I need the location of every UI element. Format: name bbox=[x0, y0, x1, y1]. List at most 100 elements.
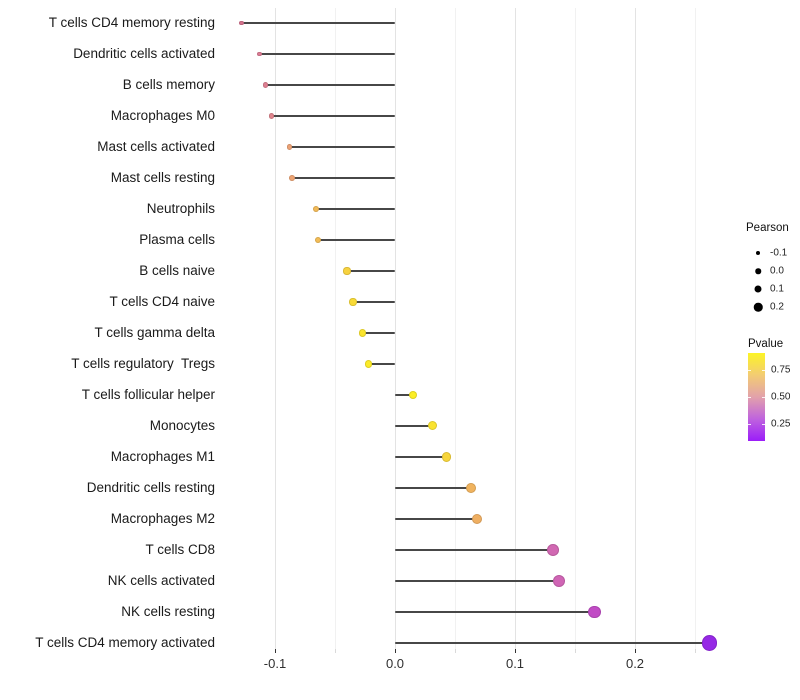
plot-panel bbox=[222, 8, 718, 651]
x-tick-label: 0.1 bbox=[505, 656, 525, 671]
colorbar-tick bbox=[762, 397, 765, 398]
lollipop-stem bbox=[395, 580, 560, 582]
lollipop-stem bbox=[395, 549, 554, 551]
lollipop-dot bbox=[349, 298, 357, 306]
x-axis-tick bbox=[635, 649, 636, 653]
lollipop-stem bbox=[241, 22, 395, 24]
minor-gridline bbox=[575, 8, 576, 649]
lollipop-dot bbox=[701, 635, 718, 651]
lollipop-dot bbox=[587, 605, 601, 619]
lollipop-stem bbox=[265, 84, 395, 86]
legend-pearson-label: -0.1 bbox=[770, 247, 788, 259]
lollipop-dot bbox=[343, 267, 351, 275]
legend-pvalue-title: Pvalue bbox=[748, 338, 784, 350]
lollipop-stem bbox=[395, 487, 471, 489]
x-minor-tick bbox=[575, 649, 576, 653]
category-label: T cells CD4 memory activated bbox=[35, 635, 215, 650]
lollipop-dot bbox=[364, 360, 373, 368]
lollipop-stem bbox=[395, 456, 447, 458]
major-gridline bbox=[275, 8, 276, 649]
major-gridline bbox=[635, 8, 636, 649]
lollipop-stem bbox=[395, 425, 433, 427]
major-gridline bbox=[395, 8, 396, 649]
lollipop-dot bbox=[358, 329, 367, 337]
category-label: Macrophages M1 bbox=[110, 449, 215, 464]
lollipop-stem bbox=[395, 611, 595, 613]
lollipop-dot bbox=[547, 544, 560, 556]
x-minor-tick bbox=[455, 649, 456, 653]
lollipop-dot bbox=[408, 390, 418, 400]
x-axis-tick bbox=[395, 649, 396, 653]
x-tick-label: 0.0 bbox=[385, 656, 405, 671]
category-label: Plasma cells bbox=[139, 232, 215, 247]
major-gridline bbox=[515, 8, 516, 649]
x-axis-tick bbox=[515, 649, 516, 653]
x-minor-tick bbox=[335, 649, 336, 653]
legend-pearson-title: Pearson bbox=[746, 222, 789, 234]
legend-pearson-dot bbox=[754, 285, 762, 293]
x-minor-tick bbox=[695, 649, 696, 653]
lollipop-dot bbox=[465, 483, 476, 493]
lollipop-dot bbox=[441, 452, 452, 462]
lollipop-stem bbox=[395, 394, 413, 396]
category-label: T cells gamma delta bbox=[94, 325, 215, 340]
lollipop-dot bbox=[553, 575, 566, 587]
minor-gridline bbox=[335, 8, 336, 649]
legend-pvalue-label: 0.50 bbox=[771, 391, 791, 403]
category-label: Macrophages M2 bbox=[110, 511, 215, 526]
colorbar-tick bbox=[762, 370, 765, 372]
lollipop-dot bbox=[471, 513, 482, 524]
category-label: B cells naive bbox=[139, 263, 215, 278]
colorbar-tick bbox=[762, 423, 765, 425]
legend-pearson-label: 0.2 bbox=[770, 301, 784, 313]
pvalue-colorbar bbox=[748, 353, 765, 441]
lollipop-dot bbox=[312, 205, 319, 213]
category-label: NK cells activated bbox=[107, 573, 215, 588]
lollipop-stem bbox=[291, 177, 395, 179]
category-label: T cells CD8 bbox=[145, 542, 215, 557]
legend-pearson-label: 0.1 bbox=[770, 283, 784, 295]
category-label: Mast cells activated bbox=[97, 139, 215, 154]
lollipop-stem bbox=[315, 208, 395, 210]
category-label: T cells CD4 memory resting bbox=[48, 15, 215, 30]
category-label: T cells CD4 naive bbox=[109, 294, 215, 309]
x-axis-tick bbox=[275, 649, 276, 653]
lollipop-dot bbox=[268, 113, 275, 119]
legend-pearson-dot bbox=[753, 302, 763, 312]
legend-pearson-dot bbox=[755, 268, 761, 274]
x-tick-label: 0.2 bbox=[625, 656, 645, 671]
colorbar-tick bbox=[748, 397, 751, 398]
lollipop-stem bbox=[362, 332, 395, 334]
legend-pearson-dot bbox=[756, 251, 760, 255]
lollipop-stem bbox=[271, 115, 395, 117]
category-label: T cells follicular helper bbox=[81, 387, 215, 402]
lollipop-stem bbox=[318, 239, 395, 241]
lollipop-dot bbox=[262, 82, 268, 88]
lollipop-stem bbox=[368, 363, 395, 365]
colorbar-tick bbox=[748, 370, 751, 372]
legend-pvalue-label: 0.75 bbox=[771, 364, 791, 376]
category-label: Neutrophils bbox=[146, 201, 215, 216]
lollipop-stem bbox=[353, 301, 395, 303]
x-tick-label: -0.1 bbox=[263, 656, 287, 671]
minor-gridline bbox=[695, 8, 696, 649]
lollipop-stem bbox=[259, 53, 395, 55]
category-label: Dendritic cells resting bbox=[86, 480, 215, 495]
category-label: T cells regulatory Tregs bbox=[71, 356, 215, 371]
lollipop-stem bbox=[289, 146, 395, 148]
lollipop-dot bbox=[256, 51, 262, 57]
lollipop-dot bbox=[288, 175, 295, 181]
category-label: Monocytes bbox=[149, 418, 215, 433]
lollipop-stem bbox=[347, 270, 395, 272]
lollipop-stem bbox=[395, 642, 710, 644]
category-label: Dendritic cells activated bbox=[73, 46, 215, 61]
category-label: Mast cells resting bbox=[110, 170, 215, 185]
lollipop-dot bbox=[427, 421, 437, 431]
lollipop-stem bbox=[395, 518, 477, 520]
colorbar-tick bbox=[748, 423, 751, 425]
category-label: Macrophages M0 bbox=[110, 108, 215, 123]
lollipop-dot bbox=[315, 236, 322, 244]
minor-gridline bbox=[455, 8, 456, 649]
lollipop-dot bbox=[286, 144, 293, 150]
